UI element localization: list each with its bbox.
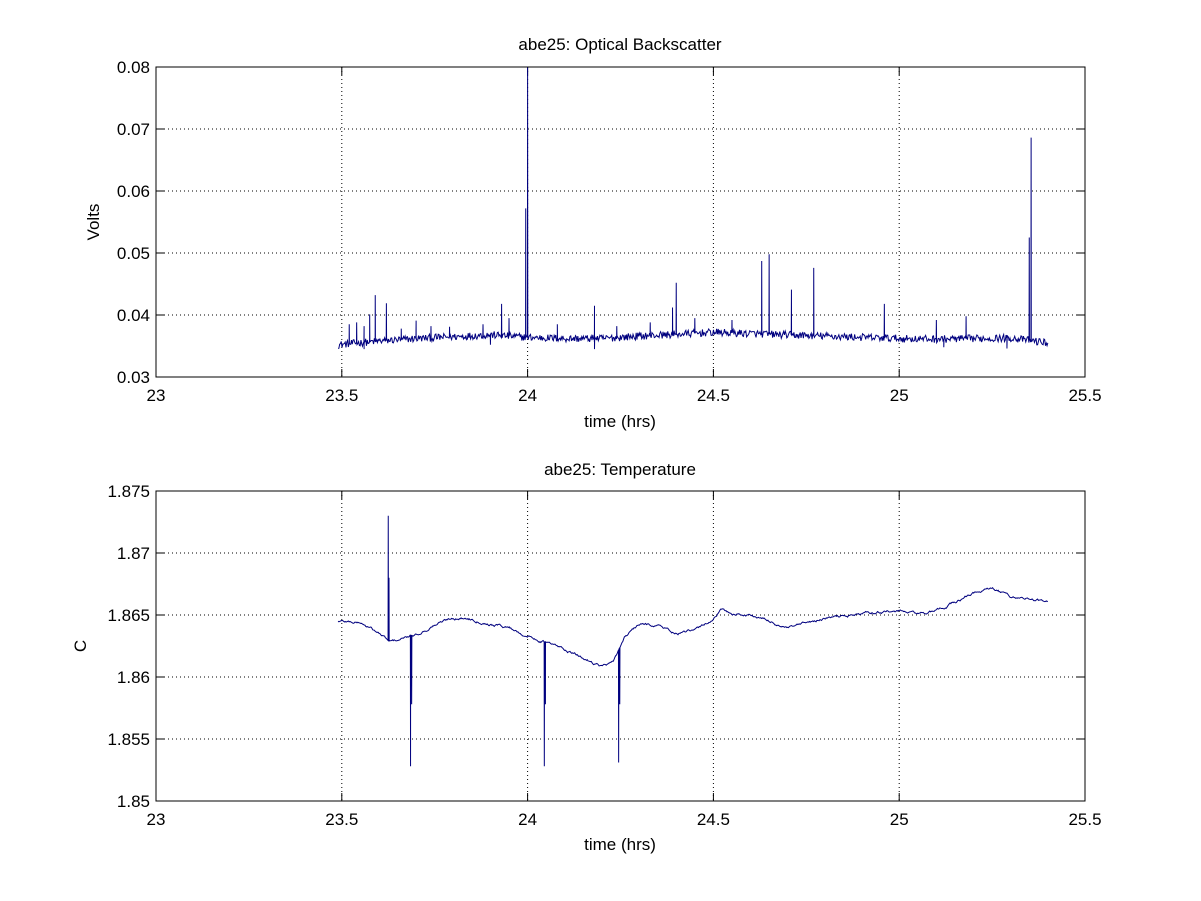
temperature-xtick-label: 23.5 — [325, 810, 358, 829]
temperature-xtick-label: 23 — [147, 810, 166, 829]
temperature-ytick-label: 1.87 — [117, 544, 150, 563]
temperature-ytick-label: 1.86 — [117, 668, 150, 687]
backscatter-ylabel: Volts — [84, 204, 103, 241]
temperature-xtick-label: 24.5 — [697, 810, 730, 829]
temperature-ytick-label: 1.865 — [107, 606, 150, 625]
temperature-axes-frame — [155, 490, 1086, 802]
backscatter-grid — [156, 67, 1085, 377]
temperature-panel: abe25: Temperature time (hrs) C 23 23.5 24… — [71, 460, 1102, 854]
backscatter-axes-frame — [155, 66, 1086, 378]
backscatter-xlabel: time (hrs) — [584, 412, 656, 431]
backscatter-panel: abe25: Optical Backscatter time (hrs) Vo… — [84, 35, 1102, 431]
temperature-ylabel: C — [71, 640, 90, 652]
backscatter-series-line — [338, 66, 1049, 350]
temperature-xlabel: time (hrs) — [584, 835, 656, 854]
backscatter-ytick-label: 0.07 — [117, 120, 150, 139]
temperature-ticks: 23 23.5 24 24.5 25 25.5 1.85 1.855 1.86 1.865 1.87… — [107, 482, 1101, 829]
temperature-series-line — [337, 515, 1049, 767]
backscatter-ytick-label: 0.03 — [117, 368, 150, 387]
temperature-ytick-label: 1.875 — [107, 482, 150, 501]
backscatter-xtick-label: 25 — [890, 386, 909, 405]
temperature-xtick-label: 25.5 — [1068, 810, 1101, 829]
temperature-xtick-label: 24 — [518, 810, 537, 829]
backscatter-title: abe25: Optical Backscatter — [518, 35, 722, 54]
backscatter-xtick-label: 23 — [147, 386, 166, 405]
temperature-title: abe25: Temperature — [544, 460, 696, 479]
temperature-ytick-label: 1.85 — [117, 792, 150, 811]
backscatter-ytick-label: 0.06 — [117, 182, 150, 201]
temperature-series — [337, 515, 1049, 767]
backscatter-xtick-label: 23.5 — [325, 386, 358, 405]
temperature-grid — [156, 491, 1085, 801]
backscatter-xtick-label: 25.5 — [1068, 386, 1101, 405]
backscatter-xtick-label: 24.5 — [697, 386, 730, 405]
backscatter-xtick-label: 24 — [518, 386, 537, 405]
backscatter-ticks: 23 23.5 24 24.5 25 25.5 0.03 0.04 0.05 0.06 0.07 0.… — [117, 58, 1102, 405]
temperature-xtick-label: 25 — [890, 810, 909, 829]
backscatter-ytick-label: 0.08 — [117, 58, 150, 77]
backscatter-ytick-label: 0.05 — [117, 244, 150, 263]
temperature-ytick-label: 1.855 — [107, 730, 150, 749]
backscatter-ytick-label: 0.04 — [117, 306, 150, 325]
backscatter-series — [338, 66, 1049, 350]
